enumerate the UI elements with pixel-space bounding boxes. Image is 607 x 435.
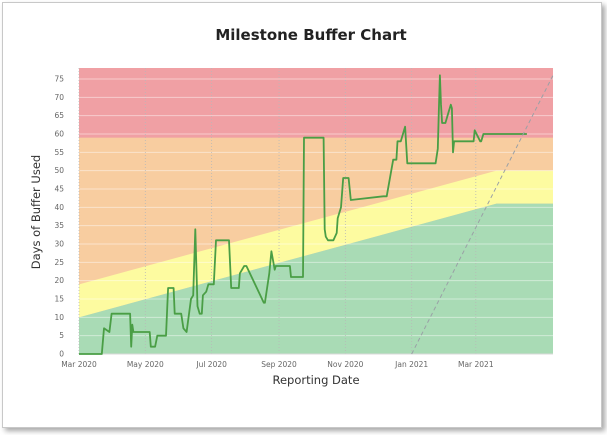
buffer-zones [79,68,553,354]
x-tick-label: May 2020 [127,360,164,369]
x-tick-label: Jul 2020 [195,360,227,369]
y-tick-label: 15 [54,295,64,304]
x-tick-labels: Mar 2020 May 2020 Jul 2020 Sep 2020 Nov 2020… [61,360,494,369]
y-tick-label: 35 [54,221,64,230]
x-tick-label: Mar 2021 [458,360,494,369]
y-tick-labels: 0 5 10 15 20 25 30 35 40 45 50 55 60 65 70 75 [54,75,64,359]
y-tick-label: 30 [54,240,64,249]
y-tick-label: 0 [59,350,64,359]
y-tick-label: 5 [59,331,64,340]
y-tick-label: 60 [54,130,64,139]
buffer-series-line [79,74,527,355]
x-tick-label: Jan 2021 [394,360,428,369]
y-tick-label: 25 [54,258,64,267]
y-tick-label: 40 [54,203,64,212]
y-axis-label: Days of Buffer Used [29,155,43,269]
x-axis-label: Reporting Date [272,373,359,387]
x-tick-label: Mar 2020 [61,360,97,369]
green-zone [79,203,553,354]
trend-line [411,75,554,355]
y-tick-label: 10 [54,313,64,322]
chart-title: Milestone Buffer Chart [215,26,406,44]
y-tick-label: 45 [54,185,64,194]
x-tick-label: Nov 2020 [327,360,363,369]
y-tick-label: 50 [54,166,64,175]
x-tick-label: Sep 2020 [261,360,297,369]
y-tick-label: 75 [54,75,64,84]
series-layer [79,74,554,355]
y-tick-label: 20 [54,276,64,285]
y-tick-label: 65 [54,111,64,120]
y-tick-label: 55 [54,148,64,157]
y-tick-label: 70 [54,93,64,102]
